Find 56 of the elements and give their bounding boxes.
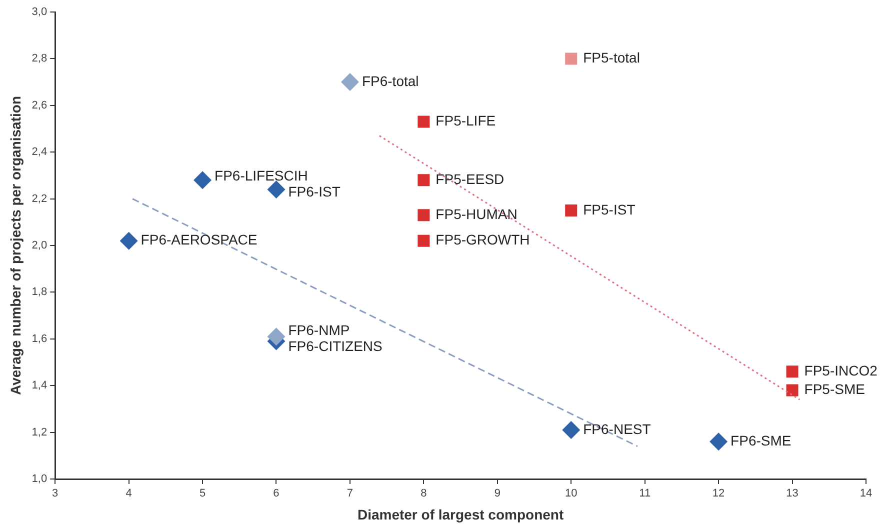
point [786, 384, 798, 396]
x-tick-label: 13 [786, 488, 798, 500]
data-label: FP6-NMP [288, 322, 350, 338]
point [267, 180, 286, 198]
point [418, 209, 430, 222]
data-label: FP6-IST [288, 184, 341, 200]
x-tick-label: 5 [199, 488, 206, 500]
x-tick-label: 10 [565, 488, 578, 500]
data-label: FP6-CITIZENS [288, 338, 382, 354]
data-label: FP5-GROWTH [436, 232, 530, 248]
x-tick-label: 3 [52, 488, 58, 500]
data-label: FP6-LIFESCIH [214, 168, 308, 184]
x-tick-label: 9 [494, 488, 500, 500]
x-tick-label: 7 [346, 488, 354, 500]
x-tick-label: 6 [273, 488, 280, 500]
y-axis-title: Average number of projects per organisation [7, 96, 24, 395]
y-tick-label: 1,8 [32, 286, 48, 298]
data-label: FP6-NEST [583, 420, 652, 437]
data-label: FP5-EESD [436, 170, 504, 187]
point [267, 328, 286, 346]
data-label: FP5-total [583, 50, 640, 66]
y-tick-label: 1,2 [32, 426, 48, 438]
point [340, 73, 359, 92]
x-tick-label: 11 [639, 488, 651, 500]
y-tick-label: 2,8 [32, 52, 48, 65]
y-tick-label: 2,2 [32, 192, 48, 205]
y-tick-label: 1,4 [32, 380, 48, 392]
x-tick-label: 4 [126, 488, 132, 500]
x-tick-label: 8 [420, 488, 427, 500]
data-label: FP6-AEROSPACE [140, 232, 258, 248]
y-tick-label: 2,4 [32, 146, 48, 158]
data-label: FP5-LIFE [436, 112, 496, 129]
data-label: FP6-SME [730, 432, 792, 448]
point [120, 232, 138, 250]
y-tick-label: 2,0 [32, 240, 48, 252]
point [194, 171, 212, 190]
point [418, 234, 430, 247]
data-label: FP5-IST [583, 201, 636, 218]
y-tick-label: 1,6 [32, 332, 48, 345]
y-tick-label: 3,0 [32, 6, 48, 18]
point [562, 420, 580, 439]
point [418, 116, 430, 128]
point [710, 432, 728, 451]
x-axis-title: Diameter of largest component [357, 506, 564, 522]
point [418, 174, 430, 186]
data-label: FP5-INCO2 [804, 362, 878, 378]
x-tick-label: 14 [860, 488, 872, 500]
point [786, 366, 798, 378]
data-label: FP5-HUMAN [436, 206, 518, 222]
x-tick-label: 12 [712, 488, 725, 500]
point [565, 52, 578, 65]
data-label: FP5-SME [804, 381, 865, 398]
data-label: FP6-total [362, 72, 419, 89]
y-tick-label: 1,0 [32, 473, 48, 486]
y-tick-label: 2,6 [32, 99, 48, 112]
point [565, 204, 578, 216]
